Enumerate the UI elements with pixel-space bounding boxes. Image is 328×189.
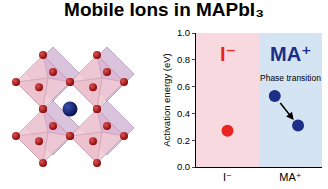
svg-text:Phase transition: Phase transition bbox=[260, 73, 321, 83]
svg-text:1.0: 1.0 bbox=[177, 27, 190, 38]
svg-text:Mobile Ions in MAPbI₃: Mobile Ions in MAPbI₃ bbox=[64, 0, 264, 20]
svg-text:MA⁺: MA⁺ bbox=[270, 43, 312, 65]
svg-text:0.0: 0.0 bbox=[177, 161, 190, 172]
svg-text:MA⁺: MA⁺ bbox=[279, 171, 302, 183]
svg-text:Activation energy (eV): Activation energy (eV) bbox=[161, 53, 172, 146]
svg-text:0.2: 0.2 bbox=[177, 135, 190, 146]
svg-text:0.6: 0.6 bbox=[177, 81, 190, 92]
svg-text:I⁻: I⁻ bbox=[220, 43, 236, 65]
svg-text:0.4: 0.4 bbox=[177, 108, 190, 119]
svg-text:I⁻: I⁻ bbox=[223, 171, 232, 183]
svg-text:0.8: 0.8 bbox=[177, 54, 190, 65]
